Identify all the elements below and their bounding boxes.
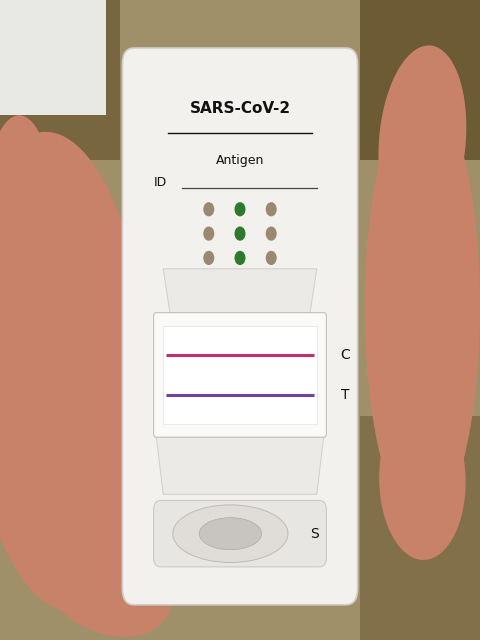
Circle shape <box>235 227 245 240</box>
Ellipse shape <box>389 285 475 458</box>
Ellipse shape <box>199 518 262 550</box>
Circle shape <box>266 227 276 240</box>
Bar <box>360 0 480 160</box>
Text: ID: ID <box>154 176 167 189</box>
Circle shape <box>204 227 214 240</box>
Bar <box>360 416 480 640</box>
Circle shape <box>204 252 214 264</box>
Ellipse shape <box>0 132 150 611</box>
Circle shape <box>235 203 245 216</box>
Circle shape <box>266 252 276 264</box>
Text: C: C <box>341 348 350 362</box>
Text: T: T <box>341 388 350 402</box>
Text: SARS-CoV-2: SARS-CoV-2 <box>190 101 290 116</box>
Ellipse shape <box>40 528 171 637</box>
Ellipse shape <box>0 115 53 294</box>
Circle shape <box>204 203 214 216</box>
Polygon shape <box>156 434 324 494</box>
Circle shape <box>266 203 276 216</box>
Text: Antigen: Antigen <box>216 154 264 166</box>
Polygon shape <box>163 269 317 316</box>
Circle shape <box>235 252 245 264</box>
Ellipse shape <box>389 166 475 346</box>
FancyBboxPatch shape <box>122 48 358 605</box>
Bar <box>0 0 106 115</box>
Ellipse shape <box>173 505 288 563</box>
FancyBboxPatch shape <box>154 500 326 567</box>
Ellipse shape <box>378 45 467 236</box>
Bar <box>163 326 317 424</box>
Bar <box>0 0 120 160</box>
Ellipse shape <box>365 90 480 525</box>
FancyBboxPatch shape <box>154 313 326 437</box>
Text: S: S <box>310 527 319 541</box>
Ellipse shape <box>379 400 466 560</box>
